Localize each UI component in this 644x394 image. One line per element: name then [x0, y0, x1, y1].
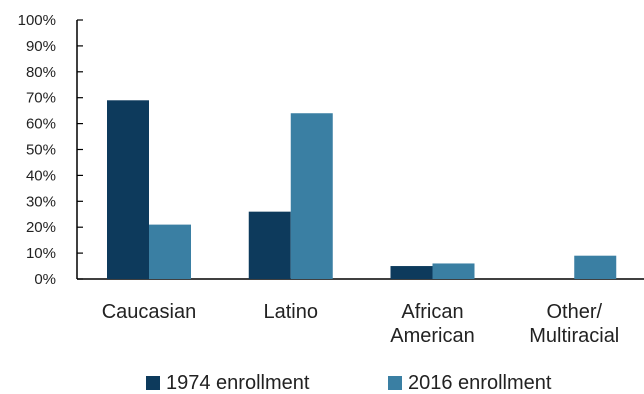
x-tick-label: Latino: [264, 301, 319, 323]
y-tick-label: 50%: [26, 142, 56, 159]
bar: [248, 211, 291, 279]
labels: 0% 10% 20% 30% 40% 50% 60% 70% 80% 90% 100% Caucasi…: [18, 12, 620, 347]
y-tick-label: 100%: [18, 12, 56, 29]
y-tick-label: 40%: [26, 167, 56, 184]
x-tick-label: Other/Multiracial: [529, 301, 619, 347]
x-tick-label: Caucasian: [102, 301, 197, 323]
legend-swatch: [388, 376, 402, 390]
bars: [107, 100, 617, 280]
legend-swatch: [146, 376, 160, 390]
y-tick-label: 70%: [26, 90, 56, 107]
y-tick-label: 90%: [26, 38, 56, 55]
y-tick-label: 10%: [26, 245, 56, 262]
legend: 1974 enrollment 2016 enrollment: [146, 372, 552, 394]
y-tick-label: 0%: [34, 271, 56, 288]
bar: [432, 263, 475, 279]
y-tick-label: 30%: [26, 193, 56, 210]
y-tick-label: 60%: [26, 116, 56, 133]
bar: [107, 100, 149, 279]
bar: [390, 266, 433, 279]
legend-label: 1974 enrollment: [166, 372, 310, 394]
y-tick-label: 80%: [26, 64, 56, 81]
bar: [290, 113, 333, 280]
x-tick-label: African American: [390, 301, 474, 347]
legend-label: 2016 enrollment: [408, 372, 552, 394]
bar: [574, 255, 617, 279]
bar: [149, 224, 191, 279]
y-tick-label: 20%: [26, 219, 56, 236]
